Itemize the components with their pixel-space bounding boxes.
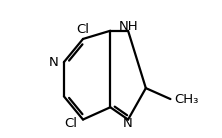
Text: Cl: Cl — [65, 117, 77, 130]
Text: N: N — [123, 117, 133, 130]
Text: Cl: Cl — [77, 22, 89, 36]
Text: CH₃: CH₃ — [174, 93, 198, 106]
Text: N: N — [49, 56, 58, 69]
Text: NH: NH — [118, 20, 138, 33]
